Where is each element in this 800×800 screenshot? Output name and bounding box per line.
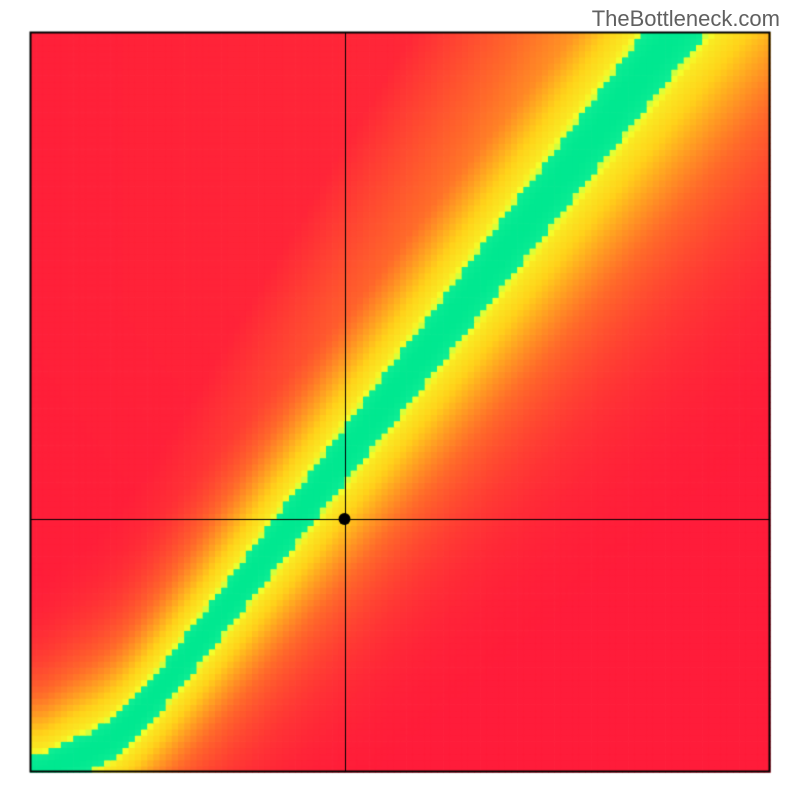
chart-container: TheBottleneck.com — [0, 0, 800, 800]
bottleneck-heatmap — [0, 0, 800, 800]
watermark-text: TheBottleneck.com — [592, 6, 780, 32]
